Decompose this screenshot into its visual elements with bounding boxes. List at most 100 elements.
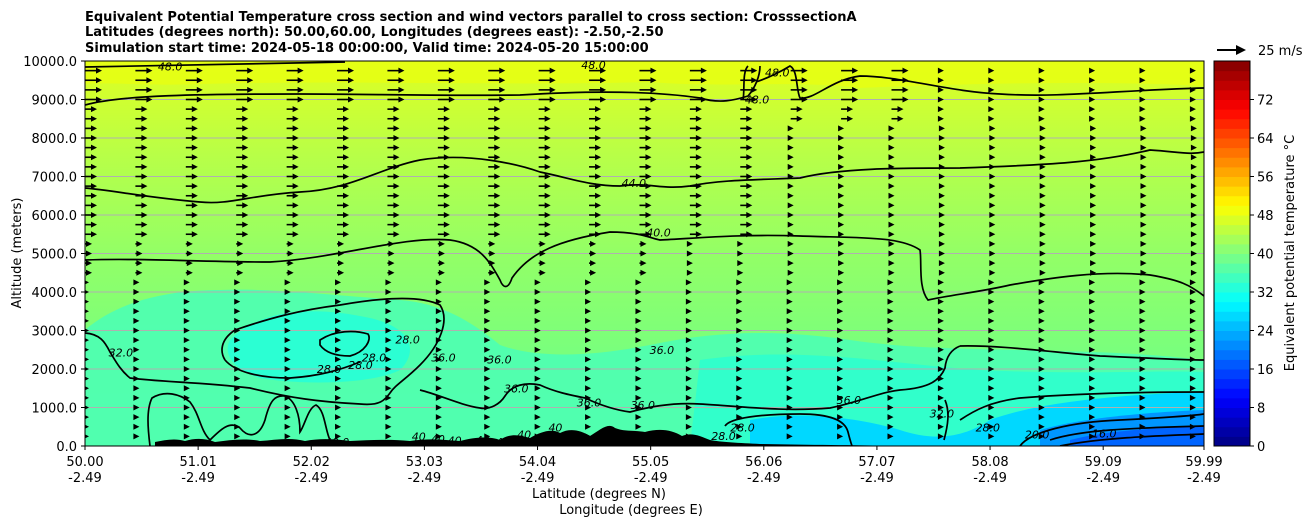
wind-vector [1039, 221, 1046, 228]
wind-vector [337, 154, 350, 161]
wind-vector [337, 115, 350, 122]
wind-vector [887, 346, 894, 353]
wind-vector [887, 327, 894, 334]
wind-vector [639, 163, 652, 170]
wind-vector [689, 67, 707, 74]
contour-40-middle [85, 231, 1204, 301]
wind-vector [135, 67, 153, 74]
wind-vector [988, 86, 995, 93]
wind-vector [635, 279, 642, 286]
wind-vector [989, 221, 996, 228]
colorbar-tick-label: 32 [1257, 286, 1274, 301]
wind-vector [1139, 96, 1146, 103]
wind-vector [787, 192, 794, 199]
wind-vector [337, 77, 355, 84]
wind-vector [988, 308, 995, 315]
wind-vector [937, 115, 944, 122]
wind-vector [988, 404, 995, 411]
wind-vector [534, 308, 541, 315]
wind-vector [1038, 96, 1045, 103]
wind-vector [1140, 202, 1147, 209]
wind-vector [740, 183, 753, 190]
wind-vector [286, 163, 299, 170]
wind-vector [1089, 423, 1096, 430]
wind-vector [534, 366, 541, 372]
wind-vector [437, 144, 450, 151]
wind-vector [585, 346, 592, 353]
wind-vector [135, 144, 148, 151]
wind-vector [1039, 212, 1046, 218]
colorbar-swatch [1214, 195, 1250, 206]
wind-vector [538, 250, 546, 257]
x-tick-label-lat: 50.00 [66, 455, 103, 470]
wind-vector [1038, 317, 1045, 324]
wind-vector [337, 106, 350, 113]
wind-vector [1089, 404, 1096, 411]
wind-vector [435, 423, 442, 430]
wind-vector [135, 240, 143, 247]
x-tick-label-lat: 51.01 [180, 455, 217, 470]
colorbar-swatch [1214, 263, 1250, 274]
wind-vector [1140, 135, 1147, 141]
wind-vector [685, 433, 692, 440]
wind-vector [1090, 221, 1097, 228]
contour-label: 36.0 [837, 394, 862, 407]
wind-vector [437, 202, 450, 209]
wind-vector [1089, 433, 1096, 440]
wind-vector [135, 221, 148, 228]
wind-vector [635, 385, 642, 392]
wind-vector [1089, 317, 1096, 324]
wind-vector [484, 433, 491, 440]
wind-vector [85, 405, 89, 410]
wind-vector [488, 183, 501, 190]
wind-vector [786, 385, 793, 392]
wind-vector [1090, 163, 1097, 170]
wind-vector [888, 221, 895, 228]
wind-vector [284, 317, 291, 324]
wind-vector [85, 86, 102, 93]
wind-vector [435, 394, 442, 401]
wind-vector [740, 212, 753, 218]
wind-vector [335, 414, 342, 421]
wind-vector [639, 240, 647, 247]
wind-vector [736, 317, 743, 324]
wind-vector [888, 173, 895, 180]
wind-vector [1039, 135, 1046, 141]
wind-vector [133, 394, 140, 401]
wind-vector [589, 231, 602, 238]
wind-vector [534, 279, 541, 286]
wind-vector [335, 346, 342, 353]
wind-vector [938, 231, 945, 238]
wind-vector [387, 250, 395, 257]
wind-vector [740, 221, 753, 228]
wind-vector [787, 250, 794, 257]
contour-label: 40 [496, 436, 510, 449]
wind-vector [589, 77, 607, 84]
wind-vector [133, 279, 140, 286]
wind-vector [1189, 308, 1196, 315]
wind-vector [1089, 96, 1096, 103]
wind-vector [1189, 433, 1196, 440]
x-tick-label-lat: 52.02 [293, 455, 330, 470]
quiver-key-arrow-head [1236, 45, 1246, 55]
wind-vector [437, 96, 455, 103]
wind-vector [1139, 77, 1146, 84]
wind-vector [1038, 385, 1045, 392]
wind-vector [585, 394, 592, 401]
wind-vector [937, 346, 944, 353]
wind-vector [185, 96, 203, 103]
wind-vector [787, 221, 794, 228]
wind-vector [185, 163, 198, 170]
wind-vector [335, 394, 342, 401]
wind-vector [534, 346, 541, 353]
contour-label: 48.0 [581, 59, 606, 72]
wind-vector [387, 115, 400, 122]
wind-vector [284, 346, 291, 353]
contour-48-upper [85, 65, 1204, 106]
wind-vector [437, 115, 450, 122]
wind-vector [135, 192, 148, 199]
wind-vector [85, 212, 97, 218]
wind-vector [488, 231, 501, 238]
colorbar-swatch [1214, 311, 1250, 322]
wind-vector [838, 231, 845, 238]
